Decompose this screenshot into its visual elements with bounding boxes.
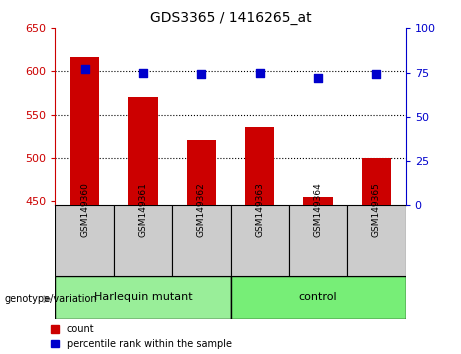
Bar [187,140,216,205]
Bar [128,97,158,205]
Bar [303,197,333,205]
Point [256,70,263,75]
Point [139,70,147,75]
Bar [70,57,99,205]
Bar [172,205,230,276]
Bar [347,205,406,276]
Point [81,66,88,72]
Text: GSM149365: GSM149365 [372,182,381,237]
Bar [55,276,230,319]
Point [314,75,322,81]
Bar [289,205,347,276]
Bar [55,205,114,276]
Text: GSM149361: GSM149361 [138,182,148,237]
Bar [230,276,406,319]
Title: GDS3365 / 1416265_at: GDS3365 / 1416265_at [150,11,311,24]
Legend: count, percentile rank within the sample: count, percentile rank within the sample [51,324,231,349]
Point [198,72,205,77]
Bar [362,158,391,205]
Bar [230,205,289,276]
Text: control: control [299,292,337,302]
Text: GSM149362: GSM149362 [197,182,206,237]
Text: GSM149363: GSM149363 [255,182,264,237]
Text: genotype/variation: genotype/variation [5,294,97,304]
Text: GSM149364: GSM149364 [313,182,323,237]
Bar [114,205,172,276]
Point [373,72,380,77]
Text: Harlequin mutant: Harlequin mutant [94,292,192,302]
Text: GSM149360: GSM149360 [80,182,89,237]
Bar [245,127,274,205]
